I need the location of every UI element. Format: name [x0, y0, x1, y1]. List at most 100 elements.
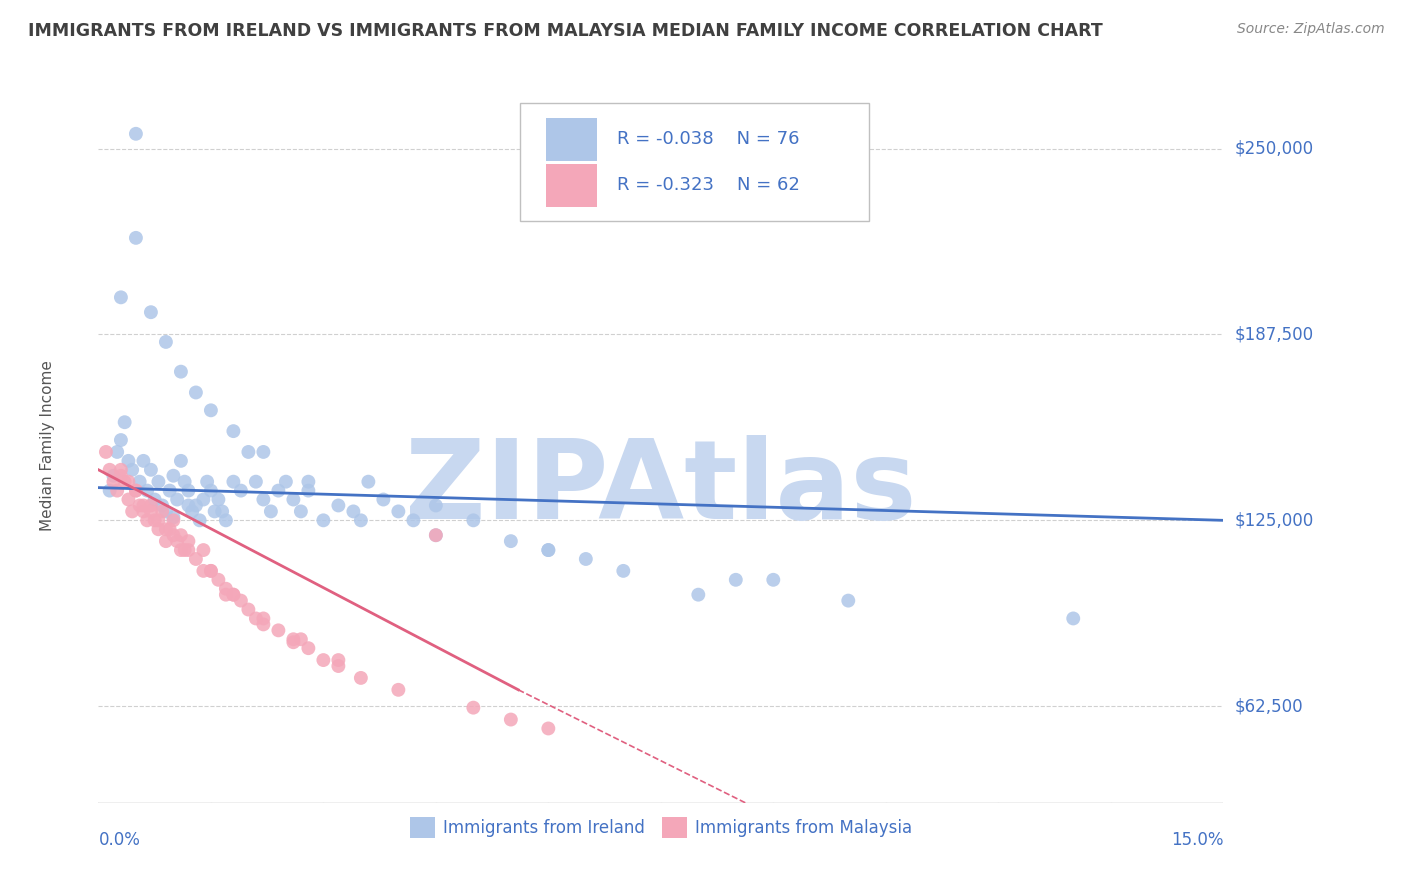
Point	[177, 534, 200, 549]
Point	[238, 445, 260, 459]
Point	[350, 671, 373, 685]
Point	[162, 468, 184, 483]
Point	[170, 365, 193, 379]
Point	[110, 463, 132, 477]
Point	[402, 513, 425, 527]
Point	[537, 722, 560, 736]
Point	[103, 468, 125, 483]
Point	[245, 611, 267, 625]
Point	[222, 588, 245, 602]
Point	[139, 499, 162, 513]
Point	[200, 483, 222, 498]
FancyBboxPatch shape	[520, 103, 869, 221]
Point	[328, 653, 350, 667]
Point	[173, 543, 195, 558]
Point	[139, 504, 162, 518]
Text: Median Family Income: Median Family Income	[41, 360, 55, 532]
Point	[177, 543, 200, 558]
Point	[117, 454, 139, 468]
Point	[150, 499, 173, 513]
Point	[252, 611, 274, 625]
Point	[463, 513, 485, 527]
Point	[155, 334, 177, 349]
Point	[128, 499, 150, 513]
Point	[181, 504, 204, 518]
Point	[342, 504, 364, 518]
Point	[125, 483, 148, 498]
Point	[121, 463, 143, 477]
Point	[222, 475, 245, 489]
Point	[184, 385, 207, 400]
Point	[148, 475, 170, 489]
Point	[170, 454, 193, 468]
Point	[463, 700, 485, 714]
Point	[114, 475, 136, 489]
Point	[425, 528, 447, 542]
Point	[110, 468, 132, 483]
Point	[1062, 611, 1084, 625]
Point	[105, 445, 128, 459]
Bar	[546, 164, 596, 207]
Point	[132, 504, 155, 518]
Point	[204, 504, 226, 518]
Point	[274, 475, 297, 489]
Point	[215, 513, 238, 527]
Point	[136, 483, 159, 498]
Point	[387, 682, 409, 697]
Point	[162, 513, 184, 527]
Point	[229, 483, 252, 498]
Point	[166, 534, 188, 549]
Point	[290, 632, 312, 647]
Point	[159, 483, 181, 498]
Point	[373, 492, 395, 507]
Point	[150, 504, 173, 518]
Text: IMMIGRANTS FROM IRELAND VS IMMIGRANTS FROM MALAYSIA MEDIAN FAMILY INCOME CORRELA: IMMIGRANTS FROM IRELAND VS IMMIGRANTS FR…	[28, 22, 1102, 40]
Point	[229, 593, 252, 607]
Point	[128, 475, 150, 489]
Point	[283, 635, 305, 649]
Point	[98, 483, 121, 498]
Text: Source: ZipAtlas.com: Source: ZipAtlas.com	[1237, 22, 1385, 37]
Point	[103, 475, 125, 489]
Point	[425, 528, 447, 542]
Legend: Immigrants from Ireland, Immigrants from Malaysia: Immigrants from Ireland, Immigrants from…	[404, 811, 918, 845]
Point	[290, 504, 312, 518]
Point	[159, 522, 181, 536]
Point	[155, 534, 177, 549]
Point	[211, 504, 233, 518]
Point	[148, 513, 170, 527]
Point	[94, 445, 117, 459]
Point	[575, 552, 598, 566]
Bar	[546, 118, 596, 161]
Point	[125, 127, 148, 141]
Point	[110, 433, 132, 447]
Point	[98, 463, 121, 477]
Point	[139, 305, 162, 319]
Point	[200, 403, 222, 417]
Point	[193, 564, 215, 578]
Point	[215, 588, 238, 602]
Point	[114, 415, 136, 429]
Point	[195, 475, 218, 489]
Point	[724, 573, 747, 587]
Point	[143, 513, 166, 527]
Point	[166, 492, 188, 507]
Point	[499, 713, 522, 727]
Point	[222, 588, 245, 602]
Point	[357, 475, 380, 489]
Point	[121, 504, 143, 518]
Point	[177, 483, 200, 498]
Text: R = -0.323    N = 62: R = -0.323 N = 62	[617, 177, 800, 194]
Point	[837, 593, 859, 607]
Point	[193, 543, 215, 558]
Point	[312, 513, 335, 527]
Point	[350, 513, 373, 527]
Point	[267, 624, 290, 638]
Point	[132, 454, 155, 468]
Text: ZIPAtlas: ZIPAtlas	[405, 435, 917, 542]
Text: $125,000: $125,000	[1234, 511, 1313, 529]
Text: R = -0.038    N = 76: R = -0.038 N = 76	[617, 130, 800, 148]
Point	[328, 499, 350, 513]
Point	[207, 573, 229, 587]
Point	[283, 632, 305, 647]
